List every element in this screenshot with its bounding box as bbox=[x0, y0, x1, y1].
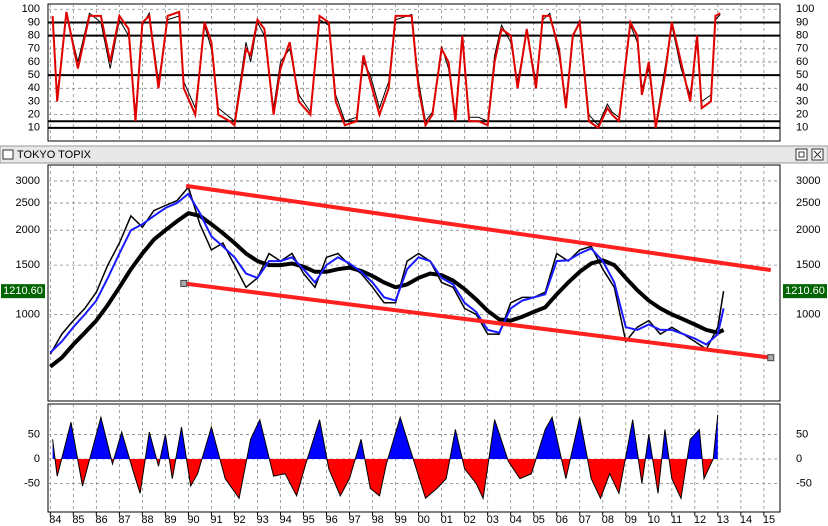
x-tick-label: 86 bbox=[95, 514, 107, 526]
x-tick-label: 04 bbox=[510, 514, 522, 526]
y-tick-label-right: 30 bbox=[796, 95, 808, 107]
y-tick-label-right: 80 bbox=[796, 30, 808, 42]
y-tick-label: 1000 bbox=[16, 308, 40, 320]
x-tick-label: 92 bbox=[233, 514, 245, 526]
x-tick-label: 84 bbox=[49, 514, 61, 526]
series-line bbox=[51, 10, 721, 130]
x-tick-label: 87 bbox=[118, 514, 130, 526]
x-tick-label: 98 bbox=[372, 514, 384, 526]
x-tick-label: 02 bbox=[464, 514, 476, 526]
y-tick-label-right: 50 bbox=[796, 428, 808, 440]
y-tick-label: 40 bbox=[28, 82, 40, 94]
x-tick-label: 06 bbox=[556, 514, 568, 526]
series-line bbox=[49, 211, 725, 369]
y-tick-label-right: -50 bbox=[796, 477, 812, 489]
y-tick-label: 70 bbox=[28, 43, 40, 55]
y-tick-label: 10 bbox=[28, 122, 40, 134]
y-tick-label: 3000 bbox=[16, 175, 40, 187]
y-tick-label: 60 bbox=[28, 56, 40, 68]
x-tick-label: 05 bbox=[533, 514, 545, 526]
x-tick-label: 15 bbox=[763, 514, 775, 526]
x-tick-label: 11 bbox=[671, 514, 682, 526]
price-label: 1210.60 bbox=[785, 285, 825, 297]
x-tick-label: 85 bbox=[72, 514, 84, 526]
y-tick-label: 100 bbox=[22, 3, 40, 15]
x-tick-label: 97 bbox=[349, 514, 361, 526]
x-tick-label: 91 bbox=[210, 514, 222, 526]
y-tick-label-right: 1000 bbox=[796, 308, 820, 320]
y-tick-label: 50 bbox=[28, 428, 40, 440]
y-tick-label-right: 60 bbox=[796, 56, 808, 68]
y-tick-label: 20 bbox=[28, 109, 40, 121]
x-tick-label: 08 bbox=[602, 514, 614, 526]
x-tick-label: 93 bbox=[256, 514, 268, 526]
x-tick-label: 96 bbox=[326, 514, 338, 526]
trend-handle bbox=[180, 279, 188, 287]
area-positive bbox=[52, 414, 718, 459]
y-tick-label-right: 1500 bbox=[796, 259, 820, 271]
trend-line bbox=[185, 183, 772, 273]
x-tick-label: 89 bbox=[164, 514, 176, 526]
x-tick-label: 13 bbox=[717, 514, 729, 526]
x-tick-label: 94 bbox=[279, 514, 291, 526]
x-tick-label: 99 bbox=[395, 514, 407, 526]
price-label: 1210.60 bbox=[3, 285, 43, 297]
panel-3 bbox=[47, 403, 781, 513]
y-tick-label-right: 10 bbox=[796, 122, 808, 134]
y-tick-label: 2500 bbox=[16, 197, 40, 209]
y-tick-label: 2000 bbox=[16, 224, 40, 236]
area-outline bbox=[52, 414, 719, 501]
trend-line bbox=[183, 281, 772, 360]
x-tick-label: 01 bbox=[441, 514, 453, 526]
series-line bbox=[49, 185, 725, 355]
title-bar bbox=[0, 145, 828, 164]
x-tick-label: 09 bbox=[625, 514, 637, 526]
y-tick-label-right: 2000 bbox=[796, 224, 820, 236]
x-tick-label: 90 bbox=[187, 514, 199, 526]
panel-2 bbox=[47, 164, 781, 402]
y-tick-label-right: 2500 bbox=[796, 197, 820, 209]
y-tick-label: 30 bbox=[28, 95, 40, 107]
chart-title: TOKYO TOPIX bbox=[17, 149, 92, 161]
x-tick-label: 14 bbox=[740, 514, 752, 526]
y-tick-label-right: 20 bbox=[796, 109, 808, 121]
y-tick-label: -50 bbox=[24, 477, 40, 489]
x-tick-label: 07 bbox=[579, 514, 591, 526]
x-tick-label: 03 bbox=[487, 514, 499, 526]
y-tick-label: 50 bbox=[28, 69, 40, 81]
y-tick-label-right: 0 bbox=[796, 453, 802, 465]
maximize-icon bbox=[798, 151, 805, 158]
window-icon bbox=[2, 149, 14, 160]
price-label-box bbox=[783, 284, 827, 299]
y-tick-label: 80 bbox=[28, 30, 40, 42]
x-tick-label: 12 bbox=[694, 514, 706, 526]
x-tick-label: 95 bbox=[303, 514, 315, 526]
close-icon bbox=[813, 150, 822, 159]
trend-handle bbox=[767, 354, 775, 362]
y-tick-label-right: 3000 bbox=[796, 175, 820, 187]
y-tick-label-right: 50 bbox=[796, 69, 808, 81]
y-tick-label-right: 70 bbox=[796, 43, 808, 55]
x-tick-label: 00 bbox=[418, 514, 430, 526]
area-negative bbox=[55, 459, 714, 499]
y-tick-label: 0 bbox=[34, 453, 40, 465]
y-tick-label-right: 90 bbox=[796, 16, 808, 28]
price-label-box bbox=[1, 284, 45, 299]
y-tick-label: 1500 bbox=[16, 259, 40, 271]
y-tick-label-right: 40 bbox=[796, 82, 808, 94]
maximize-button[interactable] bbox=[795, 148, 808, 161]
series-line bbox=[49, 192, 725, 354]
y-tick-label-right: 100 bbox=[796, 3, 814, 15]
x-tick-label: 88 bbox=[141, 514, 153, 526]
y-tick-label: 90 bbox=[28, 16, 40, 28]
x-tick-label: 10 bbox=[648, 514, 660, 526]
